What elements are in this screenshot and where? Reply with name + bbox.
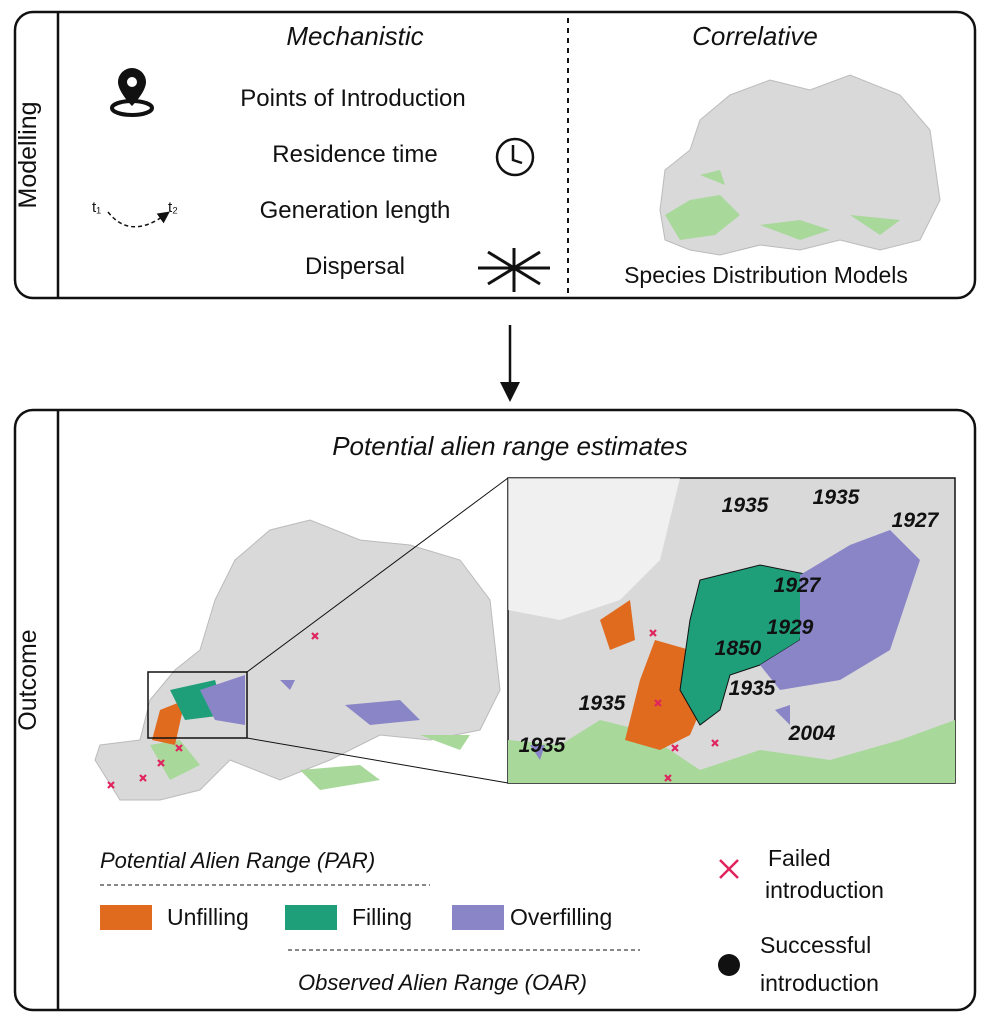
time-arc: [107, 211, 170, 228]
swatch: [100, 905, 152, 930]
item: Residence time: [272, 141, 437, 168]
failed-symbol: [719, 859, 739, 879]
legend-label: Failed: [768, 845, 831, 871]
legend-label: Filling: [352, 904, 412, 930]
clock-icon: [495, 137, 535, 177]
inset-map: [507, 477, 956, 784]
year-label: 1927: [774, 574, 822, 597]
year-label: 1935: [519, 734, 566, 757]
year-label: 1935: [722, 494, 769, 517]
swatch: [285, 905, 337, 930]
legend-label: Overfilling: [510, 904, 612, 930]
success-symbol: [718, 954, 740, 976]
swatch: [452, 905, 504, 930]
legend-label: introduction: [765, 877, 884, 903]
sdm-map: [659, 74, 941, 256]
item: Generation length: [260, 197, 451, 224]
dispersal-icon: [478, 248, 550, 292]
heading: Mechanistic: [286, 21, 423, 51]
year-label: 1927: [892, 509, 940, 532]
legend-label: Unfilling: [167, 904, 249, 930]
legend-title: Observed Alien Range (OAR): [298, 970, 587, 995]
year-label: 1935: [813, 486, 860, 509]
modelling-panel: [13, 10, 977, 300]
year-label: 1850: [715, 637, 762, 660]
item: Dispersal: [305, 253, 405, 280]
panel-label: Outcome: [14, 629, 42, 730]
pin-icon: [110, 68, 154, 117]
outcome-panel: [13, 408, 977, 1012]
time-label: t₂: [168, 199, 178, 216]
year-label: 2004: [788, 722, 836, 745]
heading: Potential alien range estimates: [332, 431, 688, 461]
panel-label: Modelling: [14, 101, 42, 208]
year-label: 1929: [767, 616, 814, 639]
item: Points of Introduction: [240, 85, 465, 112]
year-label: 1935: [579, 692, 626, 715]
year-label: 1935: [729, 677, 776, 700]
heading: Correlative: [692, 21, 818, 51]
europe-map: [94, 477, 509, 801]
time-label: t₁: [92, 199, 101, 216]
legend-label: introduction: [760, 970, 879, 996]
legend-label: Successful: [760, 932, 871, 958]
caption: Species Distribution Models: [624, 262, 908, 288]
legend-title: Potential Alien Range (PAR): [100, 848, 375, 873]
